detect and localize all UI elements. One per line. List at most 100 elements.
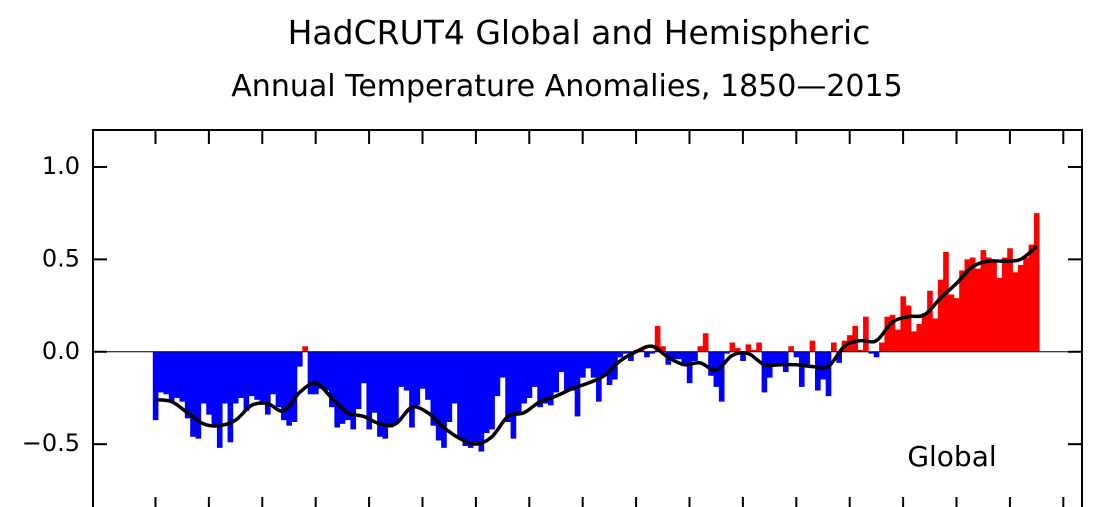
y-tick-label: 0.5 <box>42 244 80 272</box>
bar <box>499 351 506 378</box>
bar <box>788 346 794 352</box>
chart-subtitle: Annual Temperature Anomalies, 1850—2015 <box>231 69 902 104</box>
bar <box>216 351 223 448</box>
bar <box>884 316 891 352</box>
bar <box>398 351 405 387</box>
bar <box>259 351 266 404</box>
bar <box>948 294 955 352</box>
bar <box>323 351 330 391</box>
bar <box>729 342 736 352</box>
bar <box>975 268 981 352</box>
bar <box>852 325 859 352</box>
bar <box>985 257 992 352</box>
bar <box>206 351 212 415</box>
bar <box>248 351 255 397</box>
bar <box>361 351 367 384</box>
bar <box>537 351 543 408</box>
bar <box>895 329 901 352</box>
bar <box>350 351 357 430</box>
bar <box>756 342 762 352</box>
bar <box>622 351 629 354</box>
bar <box>505 351 511 422</box>
bar <box>708 351 714 376</box>
bar <box>863 316 869 352</box>
bar <box>184 351 191 419</box>
bar <box>1033 213 1040 352</box>
bar <box>964 259 971 352</box>
bar <box>211 351 218 428</box>
bar <box>254 351 260 400</box>
bar <box>366 351 373 430</box>
y-tick-label: 1.0 <box>42 152 80 180</box>
bar <box>959 270 965 352</box>
bar <box>558 351 565 373</box>
bar <box>264 351 271 415</box>
bar <box>943 251 949 352</box>
bar <box>1001 257 1008 352</box>
bar <box>382 351 389 439</box>
bar <box>457 351 463 439</box>
bar <box>911 331 917 352</box>
y-tick-label: −0.5 <box>22 429 80 457</box>
bar <box>531 351 538 387</box>
y-tick-label: 0.0 <box>42 337 80 365</box>
bar <box>521 351 527 404</box>
bar <box>649 351 656 354</box>
bar <box>547 351 554 406</box>
bar <box>676 351 682 360</box>
bar <box>313 351 319 395</box>
bar <box>606 351 613 386</box>
bar <box>596 351 602 402</box>
bar <box>900 296 907 352</box>
bar <box>425 351 431 400</box>
bar <box>772 351 778 365</box>
bar <box>660 346 666 352</box>
bar <box>302 346 308 352</box>
bar <box>686 351 693 384</box>
bar <box>702 333 709 352</box>
bar <box>329 351 335 408</box>
bar <box>222 351 228 404</box>
bar <box>932 318 939 352</box>
plot <box>93 130 1082 507</box>
bar <box>200 351 207 404</box>
bar <box>777 351 784 365</box>
bar <box>291 351 298 422</box>
bar <box>580 351 586 378</box>
bar <box>996 277 1003 352</box>
bar <box>574 351 581 417</box>
bar <box>831 342 837 352</box>
bar <box>814 351 821 391</box>
bar <box>889 314 896 352</box>
bar <box>857 349 864 352</box>
bar <box>628 351 634 362</box>
plot-frame <box>92 129 1083 507</box>
bar <box>238 351 244 398</box>
bar <box>564 351 570 391</box>
bar <box>1007 248 1013 352</box>
bar <box>782 351 789 373</box>
bar <box>307 351 314 395</box>
bar <box>697 346 704 352</box>
bar <box>836 351 842 363</box>
bar <box>275 351 282 408</box>
bar <box>243 351 250 411</box>
bar <box>377 351 383 437</box>
bar <box>393 351 399 424</box>
bar <box>403 351 410 391</box>
bar <box>879 342 885 352</box>
bar <box>927 290 933 352</box>
bar <box>318 351 324 389</box>
bar <box>654 325 661 352</box>
bar <box>750 349 757 352</box>
bar <box>414 351 421 406</box>
chart-title: HadCRUT4 Global and Hemispheric <box>288 13 871 52</box>
bar <box>868 351 875 354</box>
bar <box>745 344 752 352</box>
bar <box>542 351 549 404</box>
bar <box>905 305 912 352</box>
bar <box>937 279 944 352</box>
bar <box>793 351 800 358</box>
